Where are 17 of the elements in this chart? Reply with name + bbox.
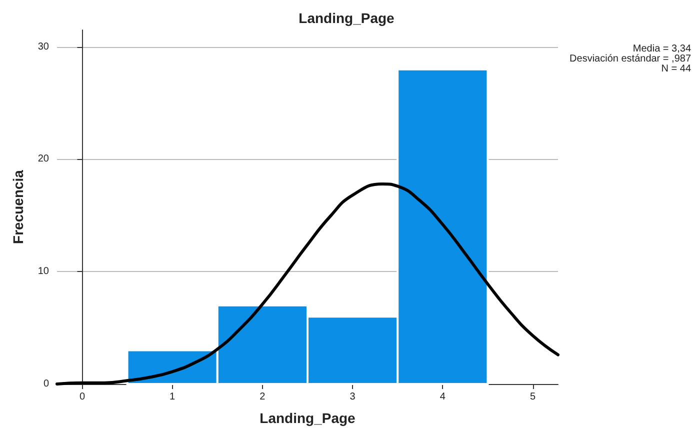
y-axis-title: Frecuencia	[10, 170, 26, 244]
text: Desviación estándar = ,987	[570, 54, 692, 64]
y-tick-label: 20	[38, 154, 50, 165]
line-series	[56, 182, 560, 386]
y-tick-label: 0	[43, 378, 50, 390]
y-tick-label: 10	[38, 266, 50, 278]
x-tick-label: 3	[350, 392, 356, 402]
text: N = 44	[661, 64, 692, 74]
x-tick-label: 1	[170, 392, 176, 402]
x-tick-label: 2	[260, 392, 266, 402]
x-axis-title: Landing_Page	[260, 410, 356, 426]
x-tick-label: 5	[530, 392, 536, 402]
y-tick-label: 30	[38, 41, 50, 52]
x-tick-label: 4	[440, 392, 446, 402]
x-tick-label: 0	[79, 392, 86, 402]
chart-title: Landing_Page	[298, 10, 395, 26]
text: Media = 3,34	[632, 44, 692, 54]
